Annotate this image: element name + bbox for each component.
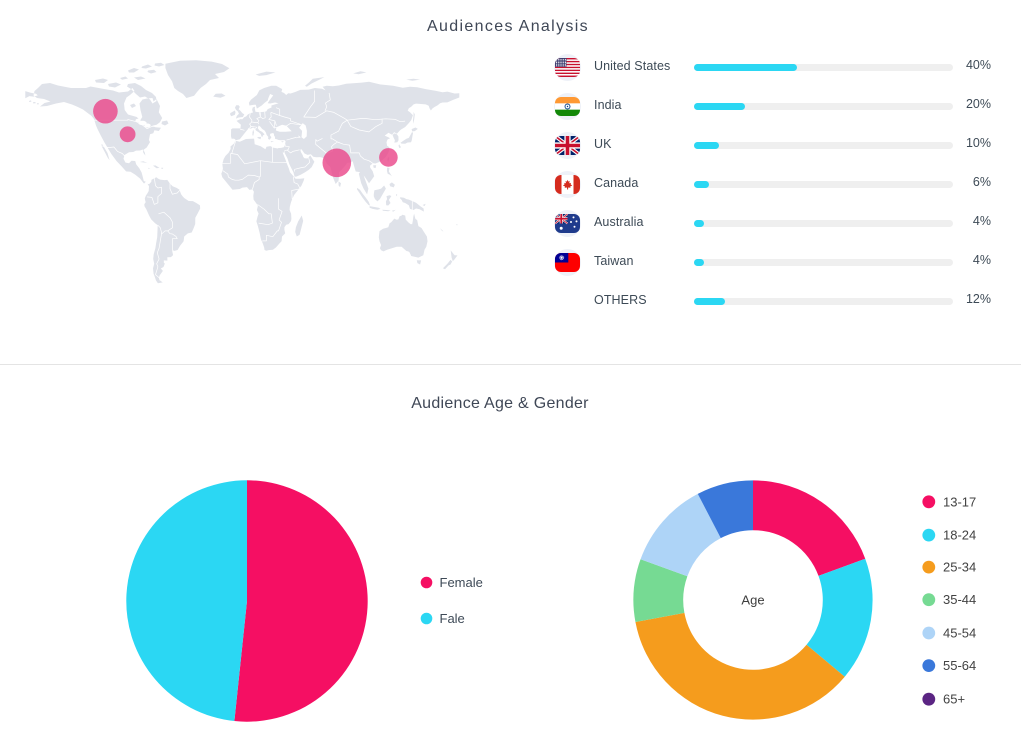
svg-text:45-54: 45-54: [943, 626, 976, 641]
svg-text:13-17: 13-17: [943, 494, 976, 509]
svg-text:18-24: 18-24: [943, 528, 976, 543]
svg-text:35-44: 35-44: [943, 592, 976, 607]
svg-text:25-34: 25-34: [943, 560, 976, 575]
svg-text:55-64: 55-64: [943, 658, 976, 673]
svg-text:Fale: Fale: [440, 611, 465, 626]
svg-text:65+: 65+: [943, 692, 965, 707]
svg-text:Female: Female: [440, 575, 483, 590]
svg-text:Age: Age: [741, 593, 764, 608]
